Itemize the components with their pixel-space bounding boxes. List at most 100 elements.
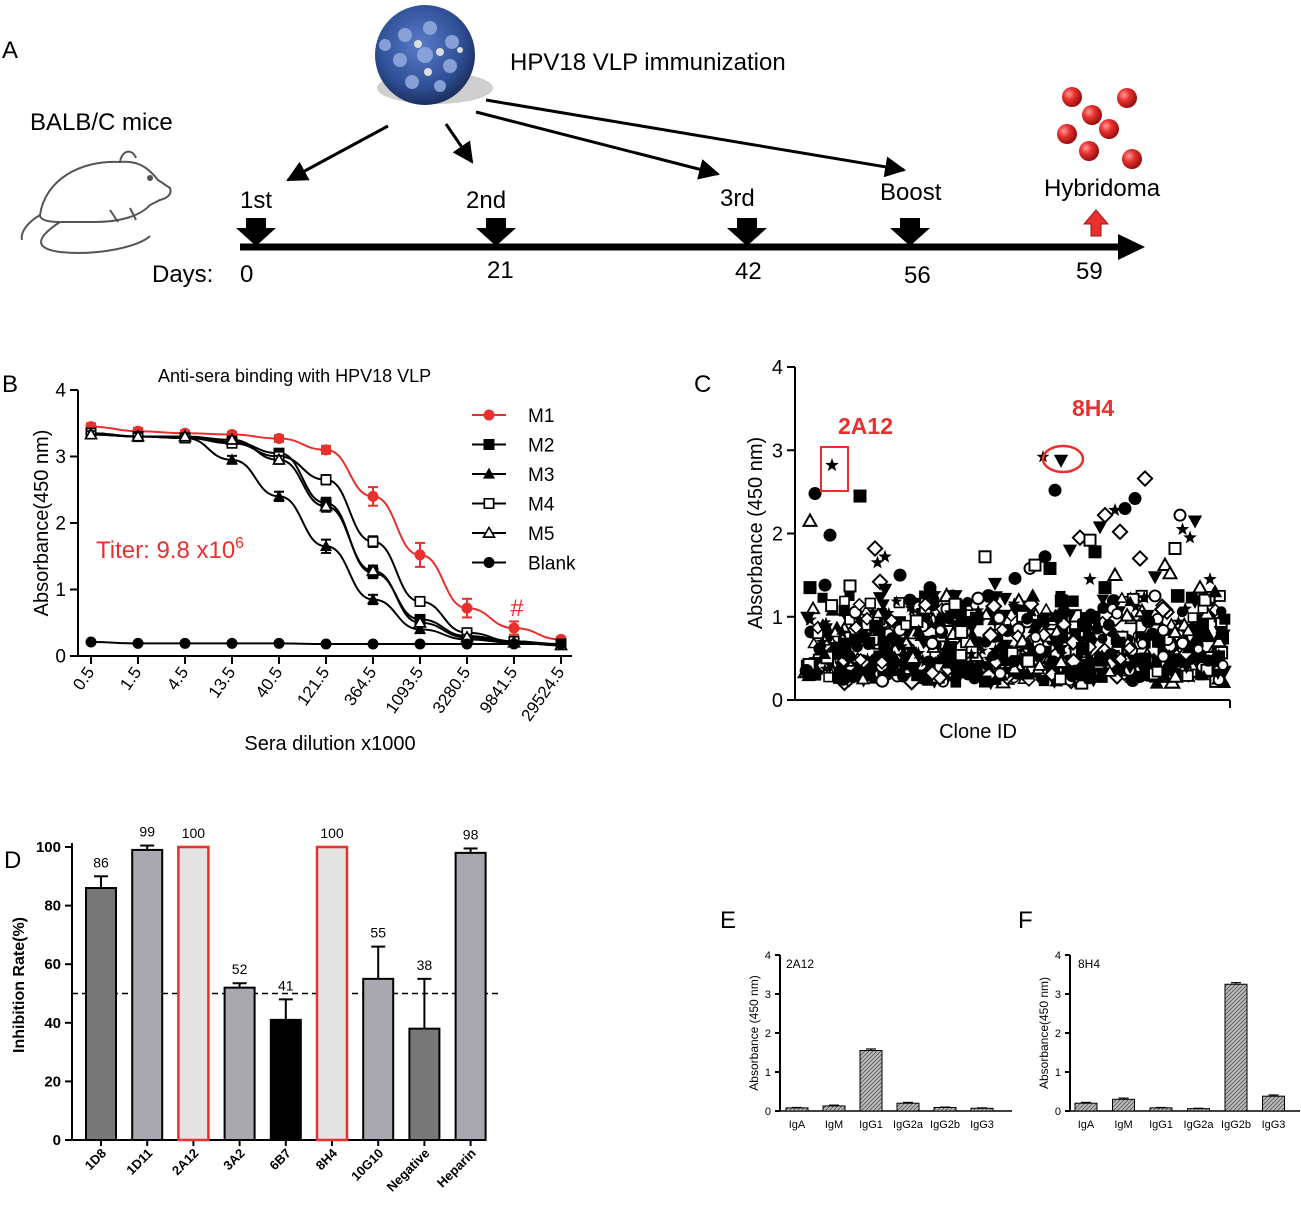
chart-b-x-tick-label: 4.5: [163, 663, 192, 693]
clone-point: [1048, 483, 1062, 497]
clone-point: [1082, 631, 1095, 643]
clone-point: [1057, 632, 1069, 644]
clone-point: [1136, 470, 1154, 488]
highlight-box-2a12: [820, 446, 849, 492]
clone-point: [994, 667, 1007, 680]
chart-b-x-tick-label: 9841.5: [476, 663, 521, 716]
data-point-blank: [414, 638, 426, 650]
clone-point: [817, 623, 833, 637]
data-point-m5: [366, 563, 380, 576]
clone-point: [849, 670, 862, 683]
clone-point: [820, 616, 832, 627]
clone-point: [817, 647, 832, 660]
chart-c-ylabel: Absorbance (450 nm): [745, 437, 767, 629]
up-arrow-hybridoma-icon: [1082, 209, 1110, 237]
chart-f-x-tick-label: IgG1: [1149, 1119, 1173, 1131]
day-56: 56: [904, 262, 931, 289]
data-point-blank: [555, 638, 567, 650]
down-arrow-boost-icon: [890, 218, 930, 246]
data-point-m5: [225, 432, 239, 445]
bar-igm: [1112, 1098, 1135, 1112]
chart-b-title: Anti-sera binding with HPV18 VLP: [158, 366, 431, 386]
clone-point: [1053, 653, 1070, 668]
chart-b-y-tick-label: 0: [55, 647, 66, 668]
clone-point: [890, 595, 903, 607]
highlight-label-2a12: 2A12: [838, 413, 893, 439]
chart-d-x-tick-label: Heparin: [434, 1145, 479, 1190]
chart-d-ylabel: Inhibition Rate(%): [11, 917, 28, 1053]
clone-point: [1111, 607, 1123, 620]
clone-point: [1049, 664, 1061, 675]
bar-8h4: [315, 845, 349, 1142]
chart-c-y-tick-label: 0: [772, 690, 783, 712]
legend-label-m3: M3: [528, 465, 554, 486]
clone-point: [1168, 541, 1182, 555]
chart-c-y-tick-label: 3: [772, 440, 783, 462]
clone-point: [1002, 641, 1015, 653]
clone-point: [925, 636, 939, 651]
bar-value-label: 38: [417, 957, 433, 973]
clone-point: [861, 635, 872, 646]
clone-point: [1062, 544, 1078, 558]
clone-point: [825, 599, 839, 613]
clone-point: [1075, 641, 1090, 656]
clone-point: [1193, 644, 1204, 655]
chart-b-legend: M1 M2 M3 M4 M5 Blank: [472, 406, 576, 575]
clone-point: [1073, 664, 1085, 676]
clone-point: [1157, 670, 1170, 683]
clone-point: [1108, 503, 1122, 516]
down-arrow-2nd-icon: [476, 218, 516, 246]
chart-c-highlights: 2A12 8H4: [820, 395, 1114, 492]
chart-d-y-tick-label: 0: [53, 1132, 61, 1149]
clone-point: [1038, 550, 1052, 564]
clone-point: [1172, 615, 1185, 627]
chart-e-y-tick-label: 2: [765, 1028, 771, 1040]
day-0: 0: [240, 261, 253, 288]
clone-point: [1115, 591, 1129, 603]
clone-point: [823, 528, 837, 542]
chart-b-xlabel: Sera dilution x1000: [244, 733, 415, 755]
clone-point: [1118, 502, 1132, 516]
chart-f-x-tick-label: IgG3: [1262, 1119, 1286, 1131]
clone-point: [978, 675, 991, 688]
clone-point: [1054, 594, 1068, 608]
step-label-3rd: 3rd: [720, 185, 755, 212]
clone-point: [874, 627, 887, 638]
clone-point: [1054, 672, 1067, 686]
clone-point: [852, 597, 867, 612]
chart-d-x-tick-label: 1D11: [123, 1146, 155, 1178]
clone-point: [1217, 659, 1229, 671]
arrow-to-boost: [485, 98, 907, 178]
clone-point: [866, 539, 884, 558]
chart-e-y-tick-label: 4: [765, 950, 771, 962]
clone-point: [934, 618, 946, 630]
clone-point: [883, 606, 895, 618]
data-point-blank: [226, 637, 238, 649]
clone-point: [1007, 596, 1021, 610]
chart-e-title: 2A12: [786, 957, 814, 971]
clone-point: [1102, 664, 1117, 677]
clone-point: [1187, 515, 1203, 529]
chart-d-x-tick-label: 6B7: [266, 1146, 293, 1173]
bar-value-label: 41: [278, 977, 294, 993]
clone-point: [988, 650, 999, 661]
clone-point: [1178, 601, 1193, 615]
chart-d-x-tick-label: 10G10: [348, 1146, 386, 1184]
chart-b-y-tick-label: 1: [55, 580, 66, 601]
clone-point: [1021, 612, 1034, 625]
clone-point: [838, 647, 852, 660]
data-point-m3: [272, 490, 286, 502]
data-point-m1: [461, 602, 473, 614]
clone-point: [1111, 523, 1129, 541]
bar-1d11: [131, 848, 164, 1141]
clone-point: [1098, 581, 1112, 595]
panel-label-f: F: [1018, 907, 1033, 934]
clone-point: [935, 625, 946, 636]
clone-point: [903, 593, 917, 607]
chart-e-ylabel: Absorbance (450 nm): [747, 975, 761, 1090]
arrow-to-3rd: [475, 110, 721, 180]
data-point-m4: [414, 595, 426, 607]
day-59: 59: [1076, 258, 1103, 285]
step-label-boost: Boost: [880, 179, 942, 206]
legend-marker-m5: [482, 525, 496, 538]
